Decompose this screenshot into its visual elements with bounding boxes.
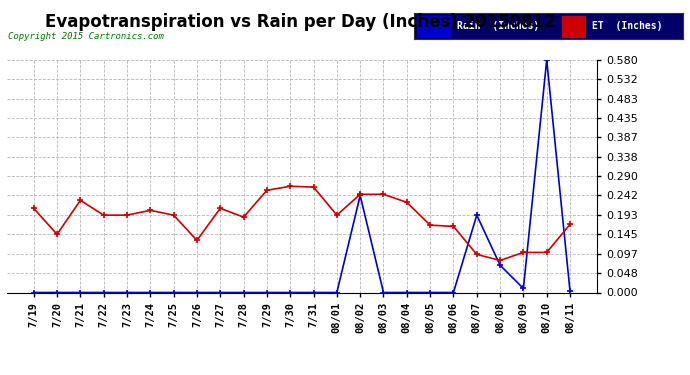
FancyBboxPatch shape <box>417 16 452 38</box>
Text: ET  (Inches): ET (Inches) <box>591 21 662 31</box>
Text: Copyright 2015 Cartronics.com: Copyright 2015 Cartronics.com <box>8 32 164 41</box>
Text: Rain  (Inches): Rain (Inches) <box>457 21 540 31</box>
FancyBboxPatch shape <box>562 16 586 38</box>
Text: Evapotranspiration vs Rain per Day (Inches) 20150812: Evapotranspiration vs Rain per Day (Inch… <box>45 13 555 31</box>
